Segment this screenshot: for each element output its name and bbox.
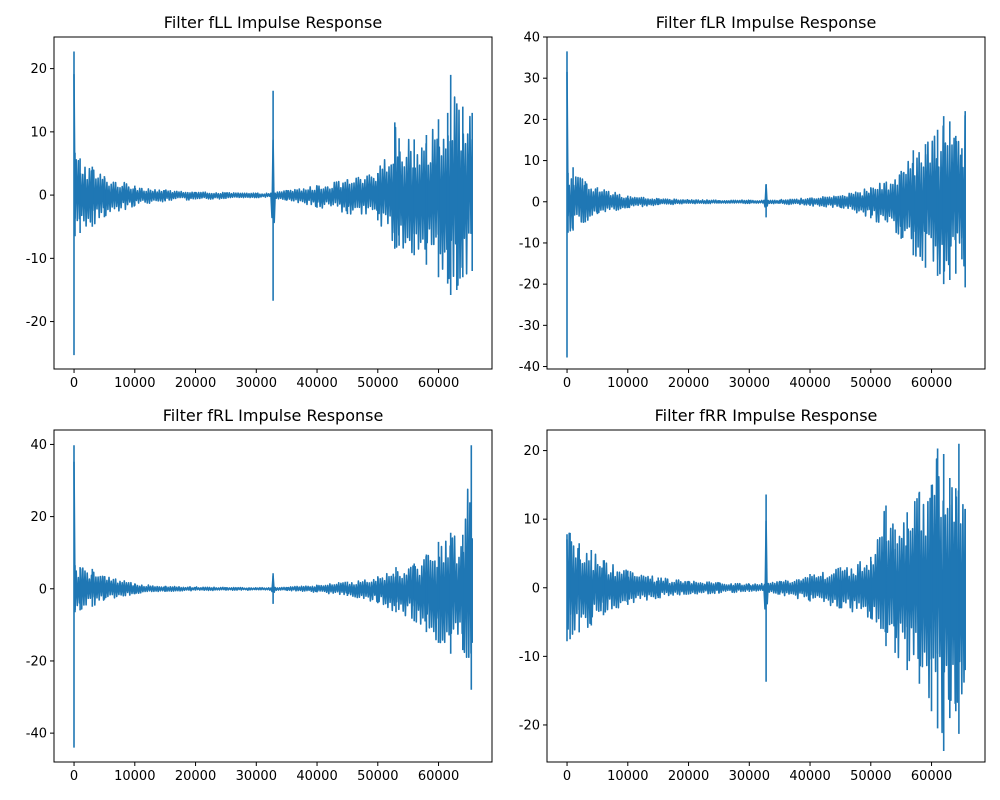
y-tick-label: -20 xyxy=(26,315,47,330)
y-tick-label: -20 xyxy=(519,718,540,733)
y-tick-label: 0 xyxy=(532,581,540,596)
subplot-title: Filter fLR Impulse Response xyxy=(656,13,877,32)
x-tick-label: 20000 xyxy=(668,769,709,784)
x-tick-label: 20000 xyxy=(668,376,709,391)
y-tick-label: 10 xyxy=(30,125,47,140)
x-tick-label: 20000 xyxy=(175,376,216,391)
y-tick-label: -40 xyxy=(26,727,47,742)
x-tick-label: 0 xyxy=(70,376,78,391)
x-tick-label: 20000 xyxy=(175,769,216,784)
subplot-3: Filter fRL Impulse Response 0 10000 20000 30… xyxy=(26,406,493,784)
x-tick-label: 60000 xyxy=(911,376,952,391)
impulse-response-line xyxy=(73,461,473,658)
plot-frame xyxy=(546,36,986,370)
y-tick-label: -10 xyxy=(519,650,540,665)
x-tick-label: 50000 xyxy=(850,376,891,391)
x-tick-label: 30000 xyxy=(236,769,277,784)
y-tick-label: 10 xyxy=(523,154,540,169)
x-tick-label: 30000 xyxy=(236,376,277,391)
x-tick-label: 0 xyxy=(563,769,571,784)
subplot-2: Filter fLR Impulse Response 0 10000 20000 30… xyxy=(519,13,986,391)
x-tick-label: 10000 xyxy=(114,769,155,784)
y-tick-label: 20 xyxy=(30,510,47,525)
y-tick-label: -40 xyxy=(519,360,540,375)
x-tick-label: 30000 xyxy=(729,769,770,784)
subplot-title: Filter fLL Impulse Response xyxy=(164,13,382,32)
y-tick-label: 20 xyxy=(523,113,540,128)
x-tick-label: 60000 xyxy=(418,769,459,784)
x-tick-label: 50000 xyxy=(357,376,398,391)
subplot-title: Filter fRR Impulse Response xyxy=(655,406,878,425)
x-tick-label: 60000 xyxy=(911,769,952,784)
impulse-response-peaks xyxy=(566,443,966,751)
x-tick-label: 10000 xyxy=(114,376,155,391)
plot-frame xyxy=(53,429,493,763)
x-tick-label: 40000 xyxy=(789,376,830,391)
impulse-response-line xyxy=(566,71,966,275)
y-tick-label: 40 xyxy=(523,31,540,46)
impulse-response-peaks xyxy=(73,445,473,748)
x-tick-label: 50000 xyxy=(850,769,891,784)
x-tick-label: 40000 xyxy=(296,376,337,391)
y-tick-label: -10 xyxy=(26,252,47,267)
plot-frame xyxy=(53,36,493,370)
x-tick-label: 40000 xyxy=(789,769,830,784)
y-tick-label: 20 xyxy=(523,444,540,459)
y-tick-label: 30 xyxy=(523,72,540,87)
x-tick-label: 60000 xyxy=(418,376,459,391)
x-tick-label: 0 xyxy=(563,376,571,391)
x-tick-label: 40000 xyxy=(296,769,337,784)
x-tick-label: 10000 xyxy=(607,376,648,391)
x-tick-label: 50000 xyxy=(357,769,398,784)
x-tick-label: 30000 xyxy=(729,376,770,391)
y-tick-label: 0 xyxy=(39,189,47,204)
y-tick-label: 20 xyxy=(30,62,47,77)
y-tick-label: -20 xyxy=(26,654,47,669)
y-tick-label: 10 xyxy=(523,513,540,528)
subplot-1: Filter fLL Impulse Response 0 10000 20000 30… xyxy=(26,13,493,391)
x-tick-label: 10000 xyxy=(607,769,648,784)
plot-frame xyxy=(546,429,986,763)
x-tick-label: 0 xyxy=(70,769,78,784)
y-tick-label: -30 xyxy=(519,319,540,334)
subplot-4: Filter fRR Impulse Response 0 10000 20000 30… xyxy=(519,406,986,784)
impulse-response-peaks xyxy=(566,51,966,358)
subplot-title: Filter fRL Impulse Response xyxy=(163,406,384,425)
y-tick-label: 0 xyxy=(39,582,47,597)
y-tick-label: -20 xyxy=(519,278,540,293)
y-tick-label: 0 xyxy=(532,195,540,210)
impulse-response-peaks xyxy=(73,51,473,356)
y-tick-label: -10 xyxy=(519,236,540,251)
y-tick-label: 40 xyxy=(30,438,47,453)
